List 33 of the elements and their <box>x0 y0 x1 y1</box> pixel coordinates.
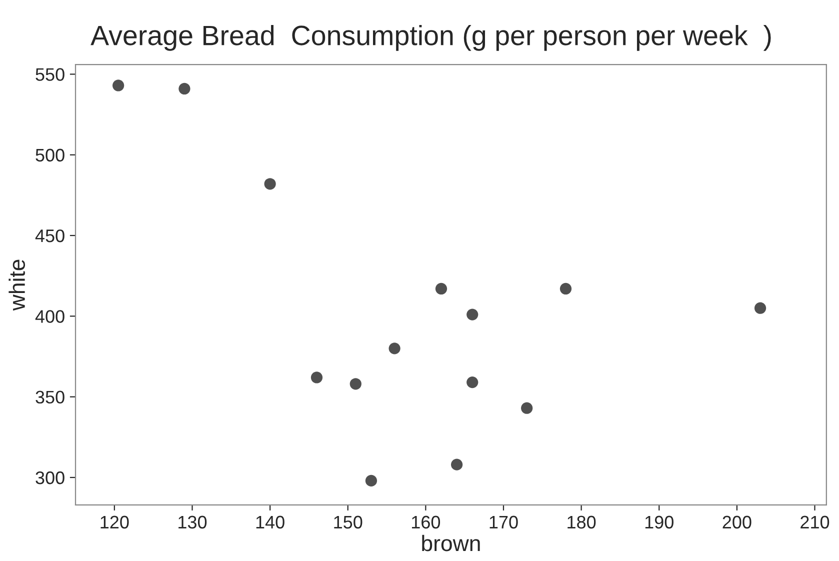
point <box>435 282 448 295</box>
point <box>264 178 276 190</box>
point <box>450 458 463 470</box>
x-tick-label: 210 <box>800 516 830 529</box>
point <box>310 372 323 384</box>
x-tick-label: 170 <box>490 516 518 529</box>
y-tick-label: 300 <box>36 471 64 484</box>
point <box>466 376 478 388</box>
x-tick-label: 180 <box>568 516 596 529</box>
point <box>178 82 190 95</box>
y-tick-label: 350 <box>36 390 64 404</box>
x-axis-title: brown <box>422 534 480 552</box>
point <box>754 302 766 314</box>
x-tick-label: 150 <box>334 516 362 529</box>
y-tick-label: 500 <box>36 148 64 162</box>
y-tick-label: 550 <box>36 68 64 81</box>
y-tick-label: 450 <box>35 229 64 242</box>
x-tick-label: 140 <box>256 516 284 529</box>
x-tick-label: 200 <box>722 516 752 529</box>
point <box>388 342 400 354</box>
point <box>365 474 378 487</box>
x-tick-label: 160 <box>412 516 440 529</box>
point <box>560 282 572 295</box>
x-tick-label: 120 <box>100 516 129 529</box>
y-tick-label: 400 <box>35 310 64 323</box>
point <box>112 80 124 92</box>
chart-title: Average Bread Consumption (g per person per week ) <box>90 24 771 51</box>
x-tick-label: 130 <box>178 516 207 529</box>
point <box>350 378 362 390</box>
point <box>466 308 478 320</box>
y-axis-title: white <box>8 260 26 311</box>
point <box>521 402 533 414</box>
x-tick-label: 190 <box>645 516 674 529</box>
